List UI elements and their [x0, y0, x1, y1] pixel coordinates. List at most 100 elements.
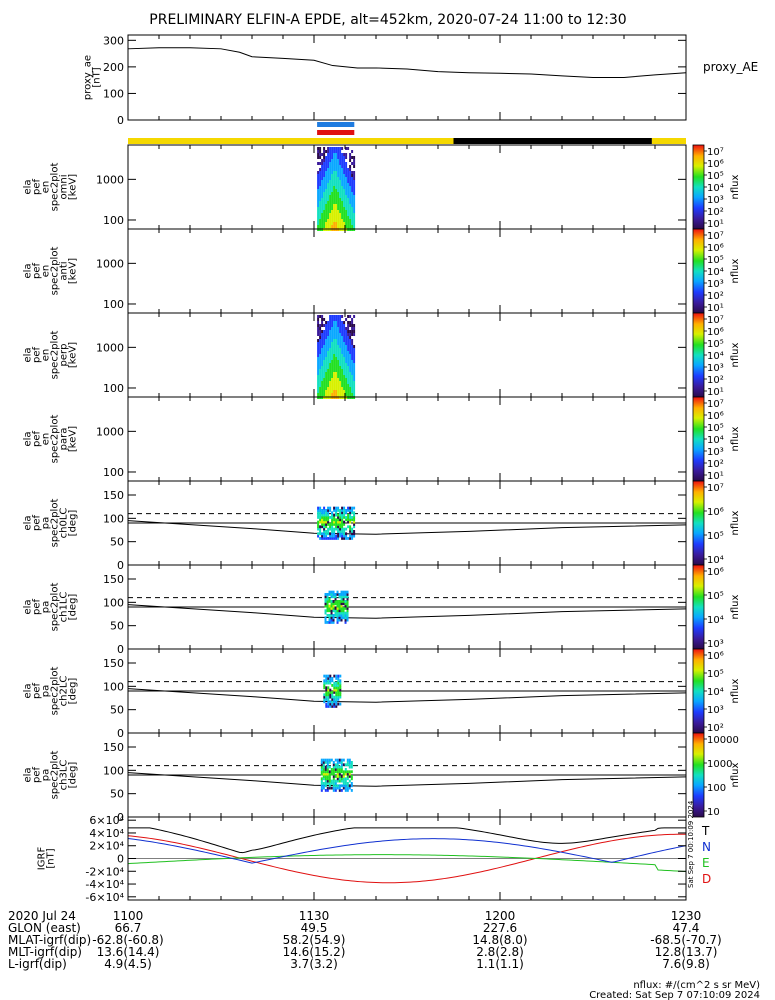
y-tick-label: 50	[110, 536, 124, 549]
y-tick-label: 6×10⁴	[89, 814, 124, 827]
axis-row-name: 2020 Jul 24	[8, 909, 76, 923]
svg-text:ela: ela	[23, 683, 34, 698]
y-tick-label: 50	[110, 704, 124, 717]
axis-row-value: 66.7	[115, 921, 142, 935]
colorbar-tick-label: 10⁷	[707, 231, 724, 242]
igrf-e-line	[127, 854, 687, 872]
colorbar-tick-label: 10³	[707, 639, 724, 650]
colorbar-tick-label: 10⁶	[707, 243, 724, 254]
axis-row-value: 1200	[485, 909, 516, 923]
axis-row-value: 227.6	[483, 921, 517, 935]
y-tick-label: 100	[103, 214, 124, 227]
panel-frame	[127, 228, 687, 314]
svg-text:ela: ela	[23, 515, 34, 530]
svg-text:pa: pa	[41, 685, 52, 697]
colorbar-tick-label: 10⁴	[707, 615, 724, 626]
axis-row-value: 1230	[671, 909, 702, 923]
sunlight-segment	[128, 138, 454, 144]
legend-t: T	[701, 824, 710, 838]
axis-row-value: 47.4	[673, 921, 700, 935]
colorbar-label: nflux	[730, 258, 741, 283]
svg-text:[keV]: [keV]	[68, 258, 79, 284]
svg-text:nflux: nflux	[730, 174, 741, 199]
svg-text:nflux: nflux	[730, 594, 741, 619]
colorbar	[692, 648, 705, 734]
y-tick-label: 200	[103, 61, 124, 74]
created-stamp: Created: Sat Sep 7 07:10:09 2024	[589, 990, 760, 1000]
colorbar-label: nflux	[730, 678, 741, 703]
svg-text:nflux: nflux	[730, 426, 741, 451]
plot-title: PRELIMINARY ELFIN-A EPDE, alt=452km, 202…	[149, 12, 626, 28]
y-tick-label: 50	[110, 620, 124, 633]
legend-proxy-ae: proxy_AE	[703, 60, 758, 74]
axis-row-value: 7.6(9.8)	[662, 957, 710, 971]
y-tick-label: 150	[103, 489, 124, 502]
science-zone-red-bar	[317, 130, 355, 135]
colorbar-tick-label: 10¹	[707, 219, 724, 230]
loss-cone-line	[127, 772, 687, 787]
loss-cone-line	[127, 604, 687, 619]
svg-text:para: para	[59, 428, 70, 451]
svg-text:[deg]: [deg]	[68, 678, 79, 705]
colorbar-tick-label: 10⁴	[707, 267, 724, 278]
colorbar-tick-label: 10³	[707, 363, 724, 374]
igrf-n-line	[127, 838, 687, 864]
y-tick-label: 4×10⁴	[89, 827, 124, 840]
colorbar-tick-label: 10⁵	[707, 171, 724, 182]
colorbar	[692, 564, 705, 650]
science-zone-blue-bar	[317, 122, 355, 127]
svg-text:ela: ela	[23, 431, 34, 446]
svg-text:anti: anti	[59, 261, 70, 280]
y-tick-label: 2×10⁴	[89, 840, 124, 853]
axis-row-value: 14.6(15.2)	[283, 945, 346, 959]
y-tick-label: 100	[103, 87, 124, 100]
y-tick-label: 100	[103, 596, 124, 609]
colorbar-tick-label: 10⁴	[707, 687, 724, 698]
svg-text:pef: pef	[32, 179, 43, 196]
colorbar-tick-label: 10¹	[707, 471, 724, 482]
colorbar-tick-label: 10⁶	[707, 411, 724, 422]
svg-text:[nT]: [nT]	[46, 848, 57, 868]
colorbar-tick-label: 10	[707, 807, 720, 818]
axis-row-value: -68.5(-70.7)	[650, 933, 721, 947]
axis-row-value: 1100	[113, 909, 144, 923]
colorbar-tick-label: 10¹	[707, 387, 724, 398]
colorbar-tick-label: 10⁵	[707, 591, 724, 602]
axis-row-value: 12.8(13.7)	[655, 945, 718, 959]
svg-text:spec2plot: spec2plot	[50, 751, 61, 800]
colorbar-tick-label: 10⁶	[707, 567, 724, 578]
y-tick-label: 0	[117, 853, 124, 866]
colorbar	[692, 396, 705, 482]
svg-text:proxy_ae: proxy_ae	[83, 55, 94, 100]
legend-d: D	[702, 872, 711, 886]
panel-pa-ch3lc: 0 50 100 150 10 100 1000 10000 nflux elapefpaspec…	[23, 732, 741, 824]
time-axis-table: 2020 Jul 24 1100 1130 1200 1230 GLON (east) 66…	[8, 909, 722, 971]
svg-text:spec2plot: spec2plot	[50, 499, 61, 548]
svg-text:omni: omni	[59, 175, 70, 200]
colorbar-tick-label: 10³	[707, 447, 724, 458]
y-tick-label: 0	[117, 811, 124, 824]
colorbar-tick-label: 10⁴	[707, 435, 724, 446]
svg-text:[keV]: [keV]	[68, 174, 79, 200]
colorbar-label: nflux	[730, 762, 741, 787]
y-axis-label: IGRF[nT]	[37, 847, 57, 871]
svg-text:spec2plot: spec2plot	[50, 163, 61, 212]
loss-cone-line	[127, 688, 687, 703]
svg-text:ela: ela	[23, 179, 34, 194]
panel-pa-ch0lc: 0 50 100 150 10⁴ 10⁵ 10⁶ 10⁷ nflux elapefpaspec2p…	[23, 480, 741, 572]
svg-text:[keV]: [keV]	[68, 342, 79, 368]
panel-igrf: -6×10⁴-4×10⁴-2×10⁴02×10⁴4×10⁴6×10⁴TNEDIG…	[37, 814, 712, 904]
axis-row-value: 13.6(14.4)	[97, 945, 160, 959]
svg-text:ch1LC: ch1LC	[59, 592, 70, 623]
y-tick-label: 1000	[96, 173, 124, 186]
colorbar	[692, 144, 705, 230]
sunlight-segment	[453, 138, 652, 144]
svg-text:[deg]: [deg]	[68, 762, 79, 789]
colorbar-label: nflux	[730, 510, 741, 535]
